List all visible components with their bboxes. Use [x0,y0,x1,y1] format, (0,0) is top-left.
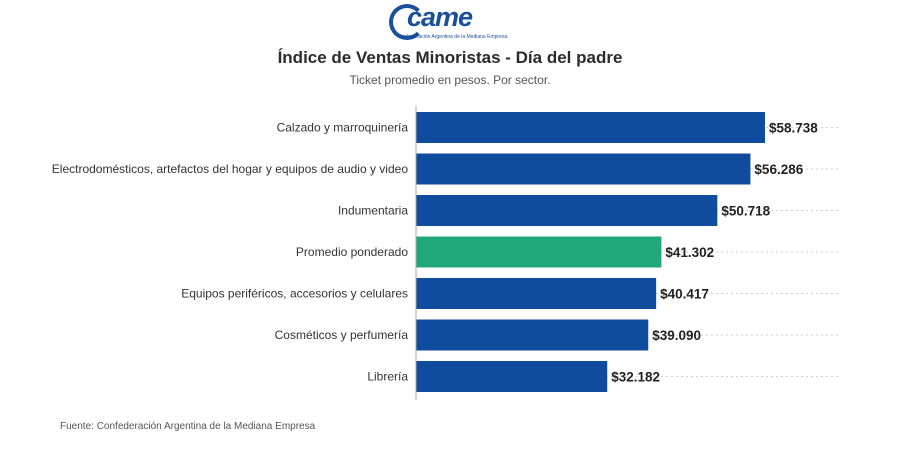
logo-word: came [407,2,473,32]
logo-tagline: Confederación Argentina de la Mediana Em… [397,34,508,40]
bar [416,195,718,226]
value-label: $58.738 [769,121,818,136]
category-label: Cosméticos y perfumería [275,328,409,342]
came-logo: came Confederación Argentina de la Media… [385,2,520,44]
bars: Calzado y marroquinería $58.738 Electrodom… [52,112,818,392]
source-note: Fuente: Confederación Argentina de la Me… [60,421,316,432]
category-label: Equipos periféricos, accesorios y celula… [181,287,408,301]
value-label: $40.417 [660,287,709,302]
bar [416,236,662,268]
value-label: $39.090 [652,328,701,343]
value-label: $32.182 [611,370,660,385]
category-label: Indumentaria [338,204,408,218]
category-label: Librería [367,370,408,384]
bar [416,361,608,392]
value-label: $50.718 [721,204,770,219]
category-label: Electrodomésticos, artefactos del hogar … [52,162,409,176]
bar [416,112,765,143]
bar [416,319,649,351]
value-label: $41.302 [665,245,714,260]
chart-subtitle: Ticket promedio en pesos. Por sector. [349,73,551,87]
chart-title: Índice de Ventas Minoristas - Día del pa… [277,48,623,67]
logo-ring-icon [389,4,425,40]
bar [416,153,751,185]
category-label: Promedio ponderado [296,245,408,259]
category-label: Calzado y marroquinería [277,121,409,135]
value-label: $56.286 [754,162,803,177]
bar [416,278,657,309]
